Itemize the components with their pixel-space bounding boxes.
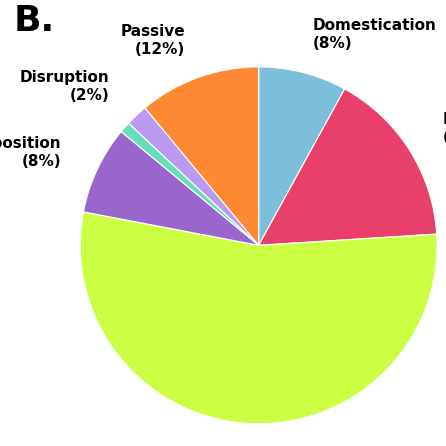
Wedge shape <box>128 108 259 245</box>
Wedge shape <box>80 212 437 424</box>
Wedge shape <box>121 123 259 245</box>
Text: Domestication
(8%): Domestication (8%) <box>313 18 437 51</box>
Wedge shape <box>83 132 259 245</box>
Text: Passive
(12%): Passive (12%) <box>120 25 185 57</box>
Wedge shape <box>145 67 259 245</box>
Text: Exonisation
(16%): Exonisation (16%) <box>442 112 446 145</box>
Text: Disruption
(2%): Disruption (2%) <box>20 70 110 103</box>
Wedge shape <box>259 89 437 245</box>
Text: B.: B. <box>13 4 54 38</box>
Text: Retrotransposition
(8%): Retrotransposition (8%) <box>0 136 62 169</box>
Wedge shape <box>259 67 345 245</box>
